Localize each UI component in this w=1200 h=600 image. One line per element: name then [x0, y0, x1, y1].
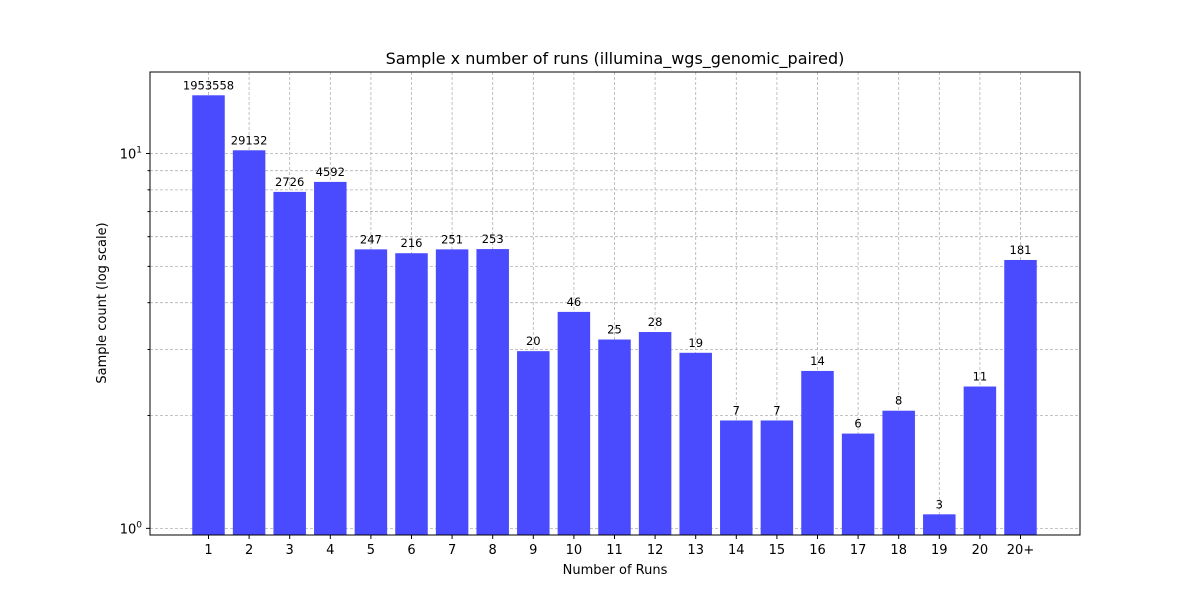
x-tick-label: 15 — [769, 543, 786, 558]
bar — [314, 181, 347, 535]
bar — [760, 420, 794, 535]
data-label: 1953558 — [183, 78, 234, 92]
x-tick-label: 2 — [245, 543, 253, 558]
chart-title: Sample x number of runs (illumina_wgs_ge… — [386, 49, 845, 69]
data-label: 181 — [1010, 243, 1032, 257]
bar — [232, 150, 266, 535]
data-label: 28 — [648, 315, 663, 329]
data-label: 253 — [482, 232, 504, 246]
x-tick-label: 4 — [326, 543, 334, 558]
data-label: 14 — [810, 354, 825, 368]
x-tick-label: 10 — [566, 543, 583, 558]
x-tick-label: 11 — [606, 543, 623, 558]
x-tick-label: 20 — [972, 543, 989, 558]
bar — [1004, 259, 1037, 535]
bar — [963, 386, 997, 535]
x-tick-label: 18 — [890, 543, 907, 558]
bar — [557, 311, 591, 535]
x-tick-label: 7 — [448, 543, 456, 558]
data-label: 3 — [936, 497, 943, 511]
x-tick-label: 3 — [286, 543, 294, 558]
bar — [354, 249, 388, 535]
x-tick-label: 13 — [687, 543, 704, 558]
bar — [598, 339, 631, 535]
bar — [841, 433, 875, 535]
data-label: 7 — [773, 403, 780, 417]
data-labels: 1953558 29132 2726 4592 247 216 251 253 20 46 25 28… — [183, 78, 1032, 511]
x-tick-label: 14 — [728, 543, 745, 558]
bar — [192, 95, 225, 535]
data-label: 7 — [733, 403, 740, 417]
bar — [720, 420, 753, 535]
bar — [679, 352, 712, 535]
bar — [801, 370, 834, 535]
y-axis-ticks: 100 101 — [120, 146, 150, 537]
bar — [395, 253, 428, 535]
data-label: 11 — [973, 370, 988, 384]
x-axis-ticks: 1 2 3 4 5 6 7 8 9 10 11 12 13 14 15 16 17 18 19 20 20+ — [204, 535, 1034, 558]
y-tick-label: 100 — [120, 520, 143, 537]
data-label: 4592 — [316, 165, 345, 179]
bar — [923, 514, 956, 535]
x-tick-label: 9 — [529, 543, 537, 558]
x-tick-label: 19 — [931, 543, 948, 558]
x-tick-label: 16 — [809, 543, 826, 558]
data-label: 46 — [567, 295, 582, 309]
bar — [638, 332, 672, 535]
data-label: 216 — [401, 236, 423, 250]
bars — [192, 95, 1037, 535]
data-label: 29132 — [231, 133, 268, 147]
x-tick-label: 5 — [367, 543, 375, 558]
data-label: 6 — [854, 417, 861, 431]
x-tick-label: 12 — [647, 543, 664, 558]
bar — [882, 410, 915, 535]
data-label: 251 — [441, 232, 463, 246]
x-tick-label: 8 — [489, 543, 497, 558]
x-tick-label: 6 — [407, 543, 415, 558]
bar — [476, 249, 509, 535]
bar — [435, 249, 469, 535]
x-tick-label: 20+ — [1007, 543, 1034, 558]
data-label: 19 — [688, 336, 703, 350]
bar — [517, 351, 550, 535]
x-axis-label: Number of Runs — [563, 563, 668, 578]
bar — [273, 191, 306, 535]
x-tick-label: 17 — [850, 543, 867, 558]
data-label: 8 — [895, 394, 902, 408]
data-label: 25 — [607, 323, 622, 337]
data-label: 247 — [360, 232, 382, 246]
data-label: 2726 — [275, 175, 304, 189]
y-tick-label: 101 — [120, 146, 142, 163]
x-tick-label: 1 — [204, 543, 212, 558]
y-axis-label: Sample count (log scale) — [95, 222, 110, 383]
data-label: 20 — [526, 334, 541, 348]
